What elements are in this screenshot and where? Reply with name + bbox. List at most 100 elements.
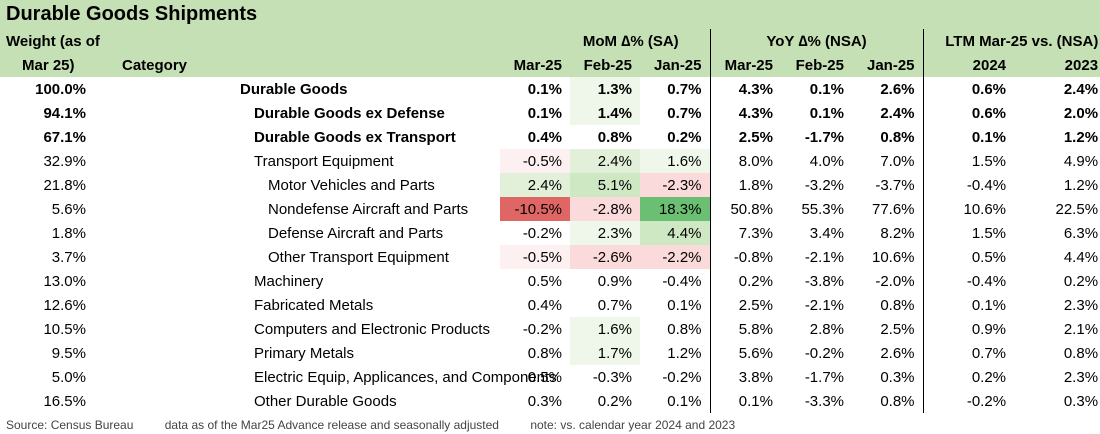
category-cell: Nondefense Aircraft and Parts (268, 200, 469, 218)
table-row: 100.0% Durable Goods 0.1% 1.3% 0.7% 4.3%… (0, 77, 1100, 101)
mom-cell: 0.1% (667, 296, 702, 314)
yoy-cell: 2.6% (880, 344, 915, 362)
yoy-cell: 2.4% (880, 104, 915, 122)
mom-cell: 0.8% (597, 128, 632, 146)
mom-cell: 0.1% (667, 392, 702, 410)
table-row: 10.5% Computers and Electronic Products … (0, 317, 1100, 341)
table-row: 1.8% Defense Aircraft and Parts -0.2% 2.… (0, 221, 1100, 245)
weight-cell: 1.8% (51, 224, 86, 242)
yoy-cell: 5.8% (709, 317, 781, 341)
table-row: 16.5% Other Durable Goods 0.3% 0.2% 0.1%… (0, 389, 1100, 413)
data-note: data as of the Mar25 Advance release and… (164, 418, 499, 432)
mom-cell: -2.2% (640, 245, 710, 269)
table-row: 94.1% Durable Goods ex Defense 0.1% 1.4%… (0, 101, 1100, 125)
mom-cell: 1.2% (667, 344, 702, 362)
mom-cell: -0.2% (522, 320, 562, 338)
yoy-cell: -2.1% (804, 248, 844, 266)
weight-cell: 3.7% (51, 248, 86, 266)
ltm-cell: 1.2% (1063, 176, 1099, 194)
weight-cell: 67.1% (43, 128, 86, 146)
weight-cell: 100.0% (35, 80, 86, 98)
yoy-cell: 0.8% (880, 392, 915, 410)
page-title: Durable Goods Shipments (6, 3, 258, 25)
table-row: 67.1% Durable Goods ex Transport 0.4% 0.… (0, 125, 1100, 149)
mom-cell: -0.3% (592, 368, 632, 386)
ltm-cell: -0.4% (922, 269, 1021, 293)
yoy-cell: 0.2% (709, 269, 781, 293)
mom-group-header: MoM ∆% (SA) (582, 32, 679, 50)
mom-cell: -0.2% (522, 224, 562, 242)
mom-cell: 0.7% (667, 104, 702, 122)
table-row: 3.7% Other Transport Equipment -0.5% -2.… (0, 245, 1100, 269)
yoy-cell: 2.6% (880, 80, 915, 98)
weight-cell: 9.5% (51, 344, 86, 362)
table-row: 9.5% Primary Metals 0.8% 1.7% 1.2% 5.6% … (0, 341, 1100, 365)
mom-cell: 1.6% (570, 317, 640, 341)
mom-col-header: Feb-25 (583, 56, 632, 74)
yoy-cell: 3.8% (709, 365, 781, 389)
table-row: 21.8% Motor Vehicles and Parts 2.4% 5.1%… (0, 173, 1100, 197)
ltm-cell: 0.2% (922, 365, 1021, 389)
ltm-cell: 0.3% (1063, 392, 1099, 410)
weight-cell: 16.5% (43, 392, 86, 410)
category-cell: Computers and Electronic Products (254, 320, 490, 338)
ltm-cell: 1.5% (922, 221, 1021, 245)
yoy-cell: 4.3% (709, 77, 781, 101)
weight-cell: 13.0% (43, 272, 86, 290)
yoy-cell: 0.3% (880, 368, 915, 386)
ltm-cell: 0.6% (922, 101, 1021, 125)
mom-cell: -2.8% (570, 197, 640, 221)
ltm-cell: 0.6% (922, 77, 1021, 101)
yoy-cell: 2.5% (709, 125, 781, 149)
yoy-cell: 5.6% (709, 341, 781, 365)
header-row-groups: Weight (as of MoM ∆% (SA) YoY ∆% (NSA) L… (0, 29, 1100, 53)
mom-cell: -0.5% (500, 149, 570, 173)
mom-cell: -2.6% (570, 245, 640, 269)
mom-cell: 1.3% (570, 77, 640, 101)
yoy-cell: 4.0% (809, 152, 844, 170)
yoy-cell: 8.2% (880, 224, 915, 242)
yoy-cell: 8.0% (709, 149, 781, 173)
yoy-cell: 0.8% (880, 296, 915, 314)
ltm-cell: 4.4% (1063, 248, 1099, 266)
mom-cell: 1.6% (640, 149, 710, 173)
ltm-cell: 0.2% (1063, 272, 1099, 290)
mom-cell: -0.2% (662, 368, 702, 386)
ltm-cell: 2.3% (1063, 296, 1099, 314)
mom-cell: -0.5% (500, 245, 570, 269)
yoy-cell: -1.7% (804, 128, 844, 146)
mom-cell: 2.4% (500, 173, 570, 197)
weight-cell: 32.9% (43, 152, 86, 170)
ltm-cell: 2.4% (1063, 80, 1099, 98)
yoy-cell: 2.5% (880, 320, 915, 338)
yoy-cell: 0.8% (880, 128, 915, 146)
ltm-cell: -0.2% (922, 389, 1021, 413)
mom-cell: 0.9% (597, 272, 632, 290)
ltm-group-header: LTM Mar-25 vs. (NSA) (922, 29, 1100, 53)
yoy-cell: 7.0% (880, 152, 915, 170)
category-cell: Durable Goods ex Transport (254, 128, 456, 146)
yoy-cell: 0.1% (809, 104, 844, 122)
mom-cell: 0.2% (667, 128, 702, 146)
category-cell: Motor Vehicles and Parts (268, 176, 435, 194)
yoy-cell: -2.0% (875, 272, 915, 290)
yoy-cell: -1.7% (804, 368, 844, 386)
yoy-cell: -3.8% (804, 272, 844, 290)
ltm-cell: 0.1% (922, 125, 1021, 149)
comparison-note: note: vs. calendar year 2024 and 2023 (530, 418, 736, 432)
yoy-col-header: Jan-25 (867, 56, 915, 74)
ltm-cell: 0.7% (922, 341, 1021, 365)
yoy-cell: -3.3% (804, 392, 844, 410)
yoy-col-header: Mar-25 (709, 53, 781, 77)
mom-cell: 0.4% (527, 296, 562, 314)
mom-cell: -2.3% (640, 173, 710, 197)
mom-cell: -0.4% (662, 272, 702, 290)
yoy-cell: -2.1% (804, 296, 844, 314)
mom-cell: 0.1% (527, 104, 562, 122)
mom-cell: 0.5% (527, 272, 562, 290)
mom-col-header: Mar-25 (513, 56, 562, 74)
category-cell: Machinery (254, 272, 324, 290)
ltm-cell: 2.0% (1063, 104, 1099, 122)
yoy-cell: 4.3% (709, 101, 781, 125)
weight-cell: 10.5% (43, 320, 86, 338)
